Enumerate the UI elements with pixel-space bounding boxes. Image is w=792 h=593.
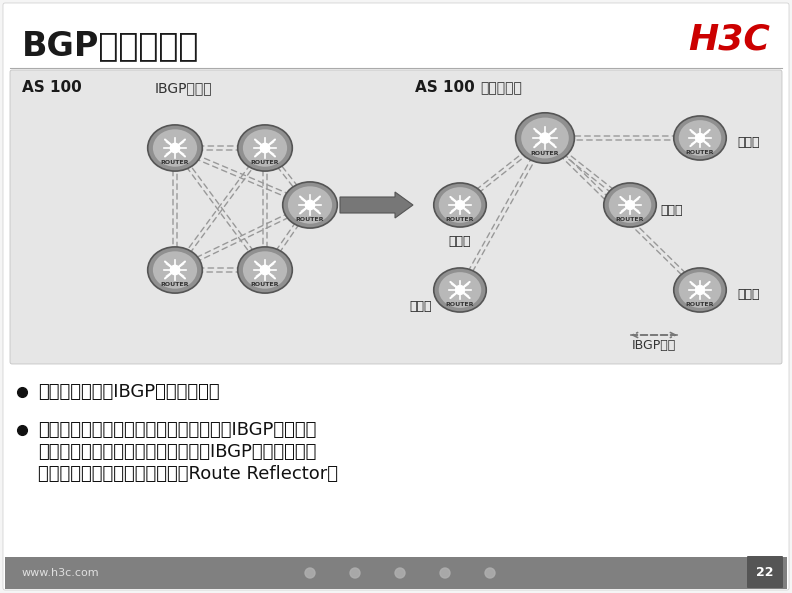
Text: ROUTER: ROUTER bbox=[295, 217, 324, 222]
Text: ROUTER: ROUTER bbox=[161, 160, 189, 165]
Ellipse shape bbox=[679, 272, 722, 308]
Text: AS 100: AS 100 bbox=[415, 80, 474, 95]
Ellipse shape bbox=[516, 113, 574, 163]
Ellipse shape bbox=[434, 268, 486, 312]
Circle shape bbox=[455, 285, 464, 295]
Text: 路由反射器: 路由反射器 bbox=[480, 81, 522, 95]
Circle shape bbox=[395, 568, 405, 578]
Circle shape bbox=[540, 133, 550, 143]
Circle shape bbox=[626, 200, 634, 209]
Ellipse shape bbox=[604, 183, 657, 227]
Ellipse shape bbox=[243, 251, 287, 289]
Ellipse shape bbox=[674, 116, 726, 160]
Text: H3C: H3C bbox=[688, 23, 770, 57]
FancyBboxPatch shape bbox=[3, 3, 789, 590]
Circle shape bbox=[485, 568, 495, 578]
Ellipse shape bbox=[439, 272, 482, 308]
Ellipse shape bbox=[434, 183, 486, 227]
Circle shape bbox=[305, 568, 315, 578]
Ellipse shape bbox=[679, 120, 722, 156]
Text: 客户机: 客户机 bbox=[737, 289, 760, 301]
Text: ROUTER: ROUTER bbox=[615, 216, 644, 222]
Text: ROUTER: ROUTER bbox=[251, 282, 280, 287]
Circle shape bbox=[440, 568, 450, 578]
Ellipse shape bbox=[521, 117, 569, 158]
Ellipse shape bbox=[153, 129, 197, 167]
Circle shape bbox=[170, 265, 180, 275]
Text: 客户机: 客户机 bbox=[737, 135, 760, 148]
Text: ROUTER: ROUTER bbox=[686, 302, 714, 307]
Text: www.h3c.com: www.h3c.com bbox=[22, 568, 100, 578]
Circle shape bbox=[261, 144, 270, 152]
Text: ROUTER: ROUTER bbox=[446, 216, 474, 222]
FancyBboxPatch shape bbox=[747, 556, 783, 588]
Circle shape bbox=[455, 200, 464, 209]
Bar bbox=[5, 557, 787, 589]
Text: 客户机: 客户机 bbox=[660, 203, 683, 216]
Circle shape bbox=[695, 285, 705, 295]
Ellipse shape bbox=[609, 187, 651, 223]
Text: AS 100: AS 100 bbox=[22, 80, 82, 95]
Text: IBGP全连接: IBGP全连接 bbox=[155, 81, 212, 95]
Text: 客户机: 客户机 bbox=[449, 235, 471, 248]
Text: 接收到的路由信息发布给其他特定的IBGP对等体，而这: 接收到的路由信息发布给其他特定的IBGP对等体，而这 bbox=[38, 443, 316, 461]
Text: 22: 22 bbox=[756, 566, 774, 579]
Circle shape bbox=[695, 133, 705, 142]
Ellipse shape bbox=[283, 182, 337, 228]
Text: IBGP连接: IBGP连接 bbox=[632, 339, 676, 352]
Ellipse shape bbox=[243, 129, 287, 167]
Circle shape bbox=[350, 568, 360, 578]
Text: ROUTER: ROUTER bbox=[686, 149, 714, 155]
Ellipse shape bbox=[153, 251, 197, 289]
FancyArrow shape bbox=[340, 192, 413, 218]
Circle shape bbox=[306, 200, 314, 210]
Text: ROUTER: ROUTER bbox=[531, 151, 559, 156]
Circle shape bbox=[261, 265, 270, 275]
Text: 路由反射原理就是允许某些网络设备将从IBGP对等体处: 路由反射原理就是允许某些网络设备将从IBGP对等体处 bbox=[38, 421, 316, 439]
Ellipse shape bbox=[147, 247, 202, 293]
Ellipse shape bbox=[238, 247, 292, 293]
Text: 些网络设备被称为路由反射器（Route Reflector）: 些网络设备被称为路由反射器（Route Reflector） bbox=[38, 465, 338, 483]
Ellipse shape bbox=[288, 186, 332, 224]
Circle shape bbox=[170, 144, 180, 152]
Ellipse shape bbox=[238, 125, 292, 171]
FancyBboxPatch shape bbox=[10, 70, 782, 364]
Ellipse shape bbox=[147, 125, 202, 171]
Text: ROUTER: ROUTER bbox=[251, 160, 280, 165]
Ellipse shape bbox=[439, 187, 482, 223]
Text: ROUTER: ROUTER bbox=[161, 282, 189, 287]
Text: BGP反射的作用: BGP反射的作用 bbox=[22, 29, 200, 62]
Text: 客户机: 客户机 bbox=[409, 301, 432, 314]
Text: 路由反射可替代IBGP对等体全连接: 路由反射可替代IBGP对等体全连接 bbox=[38, 383, 219, 401]
Text: ROUTER: ROUTER bbox=[446, 302, 474, 307]
Ellipse shape bbox=[674, 268, 726, 312]
